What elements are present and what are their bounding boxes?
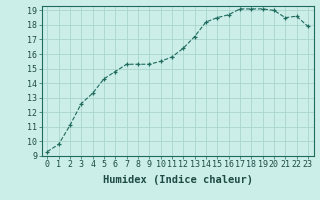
X-axis label: Humidex (Indice chaleur): Humidex (Indice chaleur) — [103, 175, 252, 185]
